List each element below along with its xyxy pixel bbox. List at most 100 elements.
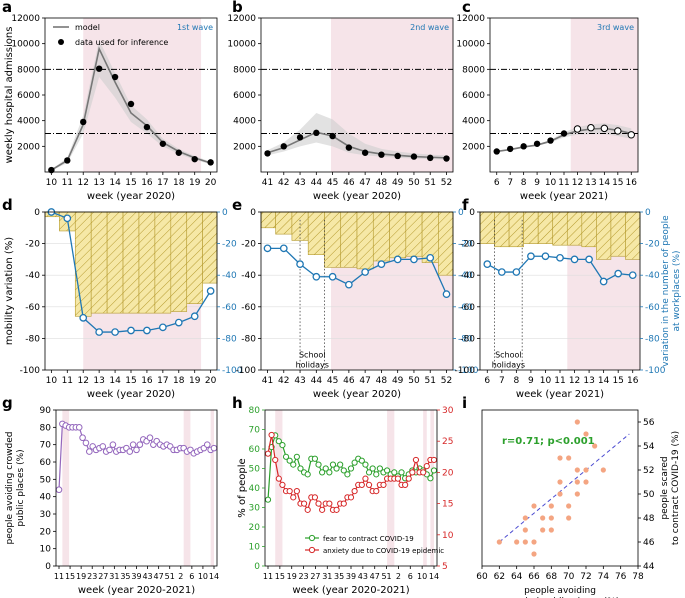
panel-b-xtick-label: 43 [294,178,305,188]
panel-f-workplaces-point [599,277,608,286]
panel-e-ytick-label: -60 [241,303,256,313]
panel-e-mobility-bar [260,211,276,229]
panel-h-xtick-label: 47 [370,572,380,581]
panel-h-fear-point [358,457,365,464]
panel-a-ylabel: weekly hospital admissions [4,27,15,164]
legend-data-label: data used for inference [75,38,168,47]
panel-f-right-ytick-label: -20 [645,240,660,250]
panel-f-right-ytick-label: 0 [645,208,651,218]
panel-c-xtick-label: 6 [494,178,500,188]
panel-e-mobility-bar [389,211,407,259]
panel-c-ytick-label: 8000 [462,65,485,75]
panel-g-ytick-label: 10 [40,545,52,555]
panel-i-right-ytick-label: 54 [643,442,655,452]
panel-h-anxiety-point [420,469,427,476]
panel-i-scatter-point [531,551,537,557]
legend-model-label: model [75,23,100,32]
panel-e-xtick-label: 46 [343,376,355,386]
panel-e-ytick-label: -40 [241,271,256,281]
panel-g-xtick-label: 19 [76,572,86,581]
panel-d-mobility-bar [138,211,156,314]
panel-e-xtick-label: 48 [376,376,388,386]
panel-e-xtick-label: 41 [262,376,273,386]
panel-h-anxiety-point [373,488,380,495]
panel-h-fear-point [304,471,311,478]
panel-b-data-point [280,143,287,150]
panel-d-xtick-label: 19 [189,376,201,386]
panel-b-data-point [443,155,450,162]
panel-h-fear-point [275,438,282,445]
panel-h-wave-shade [275,410,283,566]
panel-h-fear-point [340,467,347,474]
panel-h-xtick-label: 43 [358,572,368,581]
panel-d-xtick-label: 10 [46,376,58,386]
panel-e-xtick-label: 45 [327,376,338,386]
panel-h-fear-point [391,469,398,476]
panel-g-ytick-label: 60 [40,458,52,468]
panel-e-right-ytick-label: -40 [458,271,473,281]
panel-d-mobility-bar [154,211,172,314]
panel-i-scatter-point [540,527,546,533]
legend-fear-swatch [308,534,316,542]
panel-h-right-ytick-label: 20 [442,468,454,478]
panel-c-data-point [533,140,541,147]
panel-f-workplaces-point [512,268,521,276]
panel-a-xtick-label: 15 [125,178,136,188]
panel-f-xtick-label: 9 [528,376,534,386]
panel-i-scatter-point [548,515,554,521]
panel-i-xtick-label: 68 [546,572,558,582]
panel-a-xtick-label: 13 [93,178,104,188]
panel-i-xtick-label: 64 [511,572,523,582]
panel-b-ytick-label: 8000 [233,65,256,75]
panel-h-anxiety-point [365,481,373,488]
panel-f-y2label-line2: at workplaces (%) [672,250,682,331]
panel-h-fear-point [282,453,290,460]
panel-d-ytick-label: -20 [25,240,40,250]
panel-i-annotation: r=0.71; p<0.001 [502,436,595,447]
panel-c-future-point [573,125,582,133]
panel-h-fear-point [427,475,434,482]
panel-b-ytick-label: 6000 [233,91,256,101]
panel-h-anxiety-point [326,500,333,507]
panel-e-workplaces-point [377,260,386,268]
panel-i-scatter-point [583,467,589,473]
panel-d-ytick-label: -100 [20,366,41,376]
panel-h-anxiety-point [304,506,311,513]
panel-letter-h: h [232,394,243,412]
legend-fear-label: fear to contract COVID-19 [323,535,414,543]
panel-g-wave-shade [183,410,191,566]
panel-h-fear-point [311,455,319,462]
panel-e-workplaces-point [393,255,402,264]
panel-f-mobility-bar [610,211,626,257]
panel-g-xtick-label: 31 [109,572,119,581]
panel-letter-i: i [462,394,467,412]
panel-f-mobility-bar [596,211,612,260]
panel-h-ytick-label: 70 [249,426,261,436]
panel-b-model-band [267,112,447,160]
panel-i-scatter-point [548,503,554,509]
panel-c-data-point [506,145,514,153]
panel-h-anxiety-point [275,475,282,482]
panel-a-data-point [159,140,167,147]
panel-h-xtick-label: 39 [346,572,356,581]
panel-h-fear-point [337,461,344,468]
panel-i-frame [481,409,639,567]
panel-a-data-point [127,100,135,108]
panel-f-workplaces-point [570,255,579,264]
panel-h-anxiety-point [300,500,308,507]
panel-g-avoid-point [136,441,144,448]
panel-e-workplaces-point [263,244,272,253]
panel-h-anxiety-point [315,500,322,507]
panel-i-scatter-point [592,443,598,449]
panel-h-fear-point [319,469,326,476]
panel-g-ytick-label: 0 [45,562,51,572]
panel-a-data-point [207,159,214,166]
panel-g-xtick-label: 11 [54,572,64,581]
panel-e-right-ytick-label: -60 [458,303,473,313]
panel-f-workplaces-point [497,268,506,276]
panel-g-wave-shade [62,410,70,566]
panel-h-anxiety-point [311,494,319,501]
panel-h-fear-point [369,465,376,472]
panel-i-right-ytick-label: 48 [643,514,655,524]
panel-d-xtick-label: 16 [141,376,153,386]
